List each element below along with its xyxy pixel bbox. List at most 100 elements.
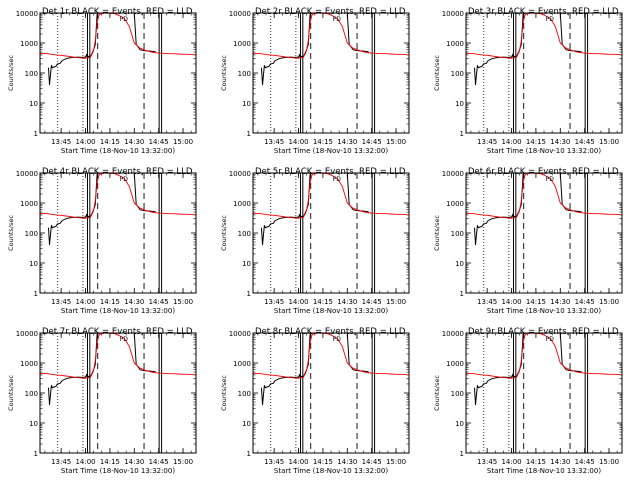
annotation-label: PD <box>120 176 129 183</box>
panel-det-5: Det 5r BLACK = Events, RED = LLD 1 10 100 10… <box>220 167 410 315</box>
x-axis-label: Start Time (18-Nov-10 13:32:00) <box>487 147 601 155</box>
x-axis-label: Start Time (18-Nov-10 13:32:00) <box>61 307 175 315</box>
y-tick-label: 1000 <box>20 40 38 48</box>
y-tick-label: 1000 <box>20 360 38 368</box>
x-tick-label: 14:45 <box>362 458 382 466</box>
panel-det-9: Det 9r BLACK = Events, RED = LLD 1 10 100 10… <box>433 327 623 475</box>
y-axis-label: Counts/sec <box>220 215 228 251</box>
y-tick-label: 100 <box>451 390 464 398</box>
series-line-events <box>48 173 156 245</box>
x-tick-label: 14:15 <box>100 298 120 306</box>
x-tick-label: 13:45 <box>477 298 497 306</box>
x-tick-label: 14:30 <box>550 138 570 146</box>
chart-title: Det 6r BLACK = Events, RED = LLD <box>468 167 619 177</box>
x-tick-label: 14:45 <box>575 298 595 306</box>
y-tick-label: 10 <box>29 100 38 108</box>
x-tick-label: 14:15 <box>100 458 120 466</box>
y-tick-label: 100 <box>238 390 251 398</box>
x-tick-label: 14:45 <box>362 298 382 306</box>
y-tick-label: 100 <box>25 390 38 398</box>
y-tick-label: 1000 <box>233 360 251 368</box>
x-tick-label: 14:15 <box>526 298 546 306</box>
y-tick-label: 1 <box>34 130 38 138</box>
chart-title: Det 7r BLACK = Events, RED = LLD <box>42 327 193 337</box>
y-tick-label: 1000 <box>446 360 464 368</box>
plot-frame <box>465 172 623 294</box>
plot-frame <box>252 332 410 454</box>
x-tick-label: 14:15 <box>313 458 333 466</box>
chart-title: Det 9r BLACK = Events, RED = LLD <box>468 327 619 337</box>
x-tick-label: 14:00 <box>501 138 521 146</box>
panel-det-2: Det 2r BLACK = Events, RED = LLD 1 10 100 10… <box>220 7 410 155</box>
x-tick-label: 14:00 <box>501 298 521 306</box>
y-tick-label: 10 <box>455 260 464 268</box>
y-tick-label: 10 <box>242 420 251 428</box>
x-tick-label: 15:00 <box>386 298 406 306</box>
y-tick-label: 1 <box>34 290 38 298</box>
x-tick-label: 15:00 <box>386 458 406 466</box>
x-tick-label: 14:30 <box>124 458 144 466</box>
x-tick-label: 14:45 <box>362 138 382 146</box>
y-tick-label: 100 <box>238 230 251 238</box>
x-tick-label: 14:30 <box>550 298 570 306</box>
x-axis-label: Start Time (18-Nov-10 13:32:00) <box>274 147 388 155</box>
annotation-label: PD <box>333 16 342 23</box>
y-axis-label: Counts/sec <box>433 215 441 251</box>
panel-det-8: Det 8r BLACK = Events, RED = LLD 1 10 100 10… <box>220 327 410 475</box>
chart-title: Det 5r BLACK = Events, RED = LLD <box>255 167 406 177</box>
series-line-events <box>474 13 582 85</box>
y-tick-label: 10000 <box>229 330 251 338</box>
x-tick-label: 14:30 <box>550 458 570 466</box>
x-tick-label: 14:45 <box>149 458 169 466</box>
series-line-lld <box>40 173 196 219</box>
x-tick-label: 14:15 <box>313 298 333 306</box>
panel-det-4: Det 4r BLACK = Events, RED = LLD 1 10 100 10… <box>7 167 197 315</box>
y-axis-label: Counts/sec <box>7 55 15 91</box>
x-axis-label: Start Time (18-Nov-10 13:32:00) <box>274 307 388 315</box>
x-axis-label: Start Time (18-Nov-10 13:32:00) <box>487 467 601 475</box>
y-tick-label: 1 <box>34 450 38 458</box>
series-line-lld <box>253 173 409 219</box>
x-tick-label: 15:00 <box>599 298 619 306</box>
panel-det-1: Det 1r BLACK = Events, RED = LLD 1 10 100 10… <box>7 7 197 155</box>
series-line-lld <box>40 333 196 379</box>
series-line-events <box>261 173 369 245</box>
plot-frame <box>39 332 197 454</box>
y-axis-label: Counts/sec <box>7 375 15 411</box>
x-tick-label: 13:45 <box>477 138 497 146</box>
y-tick-label: 100 <box>451 230 464 238</box>
y-tick-label: 1000 <box>233 40 251 48</box>
x-tick-label: 14:45 <box>575 458 595 466</box>
annotation-label: PD <box>120 16 129 23</box>
y-tick-label: 10 <box>455 100 464 108</box>
series-line-lld <box>40 13 196 59</box>
y-tick-label: 10000 <box>229 170 251 178</box>
y-axis-label: Counts/sec <box>220 375 228 411</box>
y-tick-label: 10 <box>29 420 38 428</box>
y-tick-label: 1 <box>460 450 464 458</box>
panel-det-7: Det 7r BLACK = Events, RED = LLD 1 10 100 10… <box>7 327 197 475</box>
annotation-label: PD <box>546 336 555 343</box>
series-line-events <box>261 13 369 85</box>
y-tick-label: 100 <box>25 70 38 78</box>
y-tick-label: 10000 <box>442 330 464 338</box>
panel-det-6: Det 6r BLACK = Events, RED = LLD 1 10 100 10… <box>433 167 623 315</box>
x-tick-label: 14:45 <box>149 298 169 306</box>
x-tick-label: 13:45 <box>51 138 71 146</box>
y-tick-label: 1 <box>247 450 251 458</box>
plot-frame <box>252 172 410 294</box>
y-tick-label: 10000 <box>442 10 464 18</box>
series-line-lld <box>253 13 409 59</box>
plot-frame <box>465 332 623 454</box>
x-tick-label: 14:30 <box>337 298 357 306</box>
series-line-lld <box>253 333 409 379</box>
series-line-events <box>48 333 156 405</box>
y-tick-label: 10000 <box>16 170 38 178</box>
y-tick-label: 100 <box>451 70 464 78</box>
x-tick-label: 14:00 <box>501 458 521 466</box>
x-tick-label: 15:00 <box>599 458 619 466</box>
plot-frame <box>465 12 623 134</box>
plot-frame <box>252 12 410 134</box>
chart-title: Det 4r BLACK = Events, RED = LLD <box>42 167 193 177</box>
series-line-lld <box>466 173 622 219</box>
